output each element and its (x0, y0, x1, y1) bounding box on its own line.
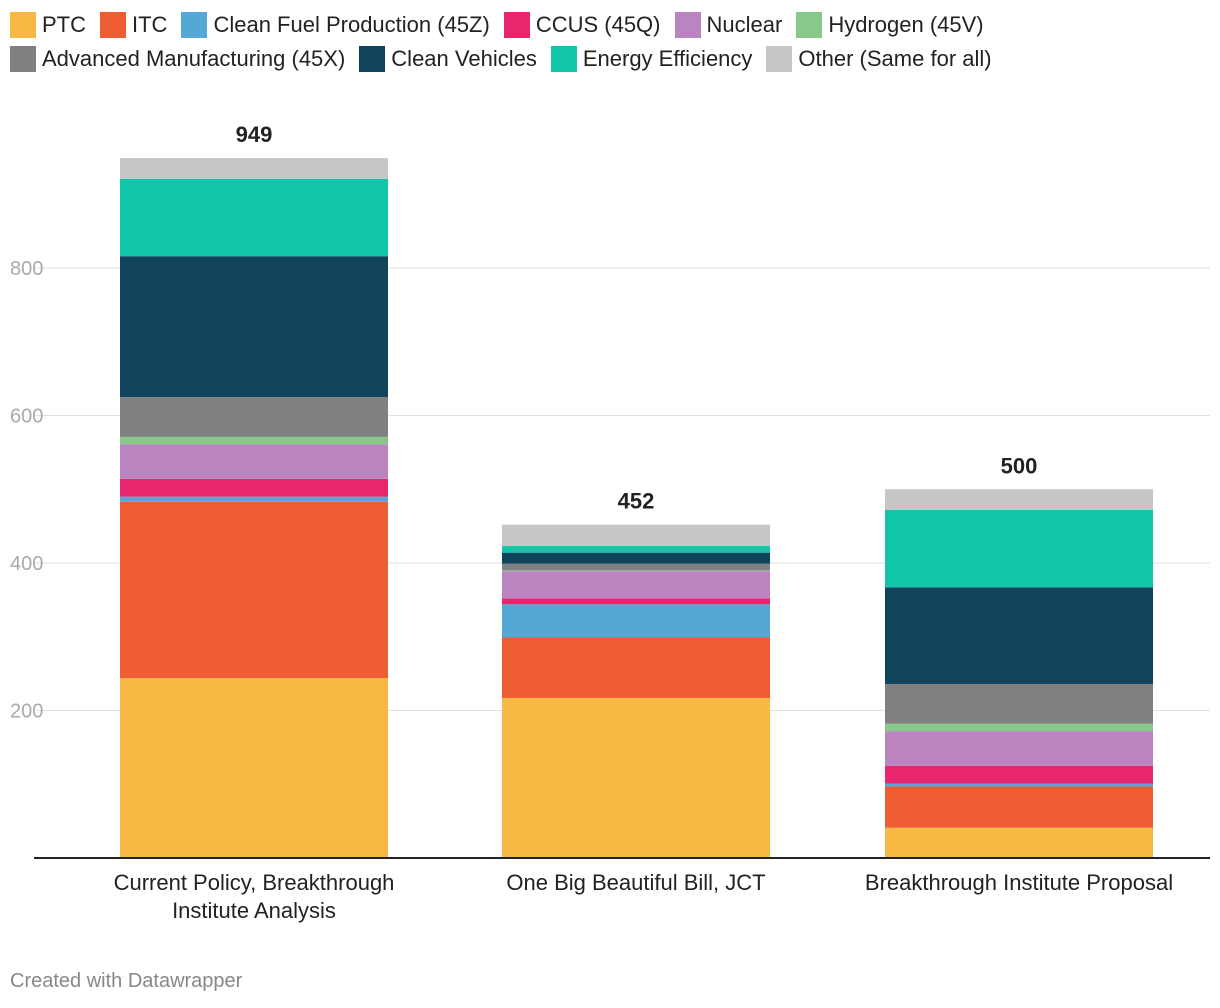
y-tick-label: 400 (10, 553, 43, 575)
bar-segment-energy-efficiency (502, 546, 770, 553)
legend-item-other-same-for-all: Other (Same for all) (766, 46, 992, 72)
bar-segment-nuclear (120, 444, 388, 479)
legend-label: Other (Same for all) (798, 46, 992, 71)
bar-segment-advanced-manufacturing-45x (120, 397, 388, 437)
legend-label: Clean Fuel Production (45Z) (213, 12, 490, 37)
bar-segment-itc (502, 637, 770, 698)
bar-segment-other-same-for-all (120, 158, 388, 179)
bar-segment-advanced-manufacturing-45x (885, 683, 1153, 724)
bar-segment-energy-efficiency (885, 509, 1153, 588)
x-category-label: Institute Analysis (172, 898, 336, 923)
legend-item-energy-efficiency: Energy Efficiency (550, 46, 753, 72)
x-category-label: Current Policy, Breakthrough (114, 870, 395, 895)
legend-label: ITC (132, 12, 168, 37)
legend-swatch (359, 46, 386, 72)
bar-segment-clean-vehicles (885, 587, 1153, 684)
bar-segment-advanced-manufacturing-45x (502, 563, 770, 571)
legend-label: Energy Efficiency (582, 46, 753, 71)
chart-legend: PTC ITC Clean Fuel Production (45Z) CCUS (4… (10, 12, 1210, 72)
bar-segment-ccus-45q (502, 598, 770, 605)
legend-swatch (674, 12, 701, 38)
y-tick-label: 800 (10, 258, 43, 280)
bar-total-label: 500 (1001, 453, 1038, 478)
legend-item-advanced-manufacturing-45x: Advanced Manufacturing (45X) (10, 46, 345, 72)
bar-segment-nuclear (502, 571, 770, 599)
bar-segment-ptc (885, 827, 1153, 858)
bar-segment-clean-fuel-production-45z (885, 783, 1153, 787)
legend-swatch (10, 46, 36, 72)
bar-segment-other-same-for-all (885, 489, 1153, 510)
bar-segment-clean-fuel-production-45z (120, 496, 388, 502)
legend-swatch (100, 12, 126, 38)
legend-label: Clean Vehicles (391, 46, 537, 71)
bar-segment-other-same-for-all (502, 524, 770, 547)
x-category-label: Breakthrough Institute Proposal (865, 870, 1173, 895)
legend-swatch (181, 12, 208, 38)
legend-swatch (503, 12, 530, 38)
bar-segment-ptc (502, 697, 770, 858)
bar-segment-itc (885, 786, 1153, 828)
bar-segment-clean-vehicles (502, 552, 770, 564)
legend-item-clean-vehicles: Clean Vehicles (359, 46, 537, 72)
x-category-label: One Big Beautiful Bill, JCT (506, 870, 765, 895)
legend-label: CCUS (45Q) (535, 12, 661, 37)
legend-swatch (796, 12, 823, 38)
legend-item-nuclear: Nuclear (674, 12, 783, 38)
bar-segment-clean-vehicles (120, 256, 388, 398)
legend-item-ccus-45q: CCUS (45Q) (503, 12, 661, 38)
legend-swatch (766, 46, 793, 72)
legend-item-itc: ITC (100, 12, 167, 38)
bar-segment-nuclear (885, 731, 1153, 766)
legend-label: PTC (42, 12, 86, 37)
legend-swatch (550, 46, 577, 72)
legend-label: Hydrogen (45V) (828, 12, 984, 37)
bar-segment-hydrogen-45v (502, 570, 770, 572)
bar-total-label: 452 (618, 489, 655, 514)
bar-segment-itc (120, 501, 388, 679)
legend-label: Nuclear (706, 12, 783, 37)
legend-item-clean-fuel-production-45z: Clean Fuel Production (45Z) (181, 12, 490, 38)
bar-segment-ccus-45q (120, 478, 388, 497)
datawrapper-credit[interactable]: Created with Datawrapper (10, 970, 243, 992)
y-tick-label: 200 (10, 701, 43, 723)
bar-segment-hydrogen-45v (885, 723, 1153, 732)
bar-segment-clean-fuel-production-45z (502, 604, 770, 638)
bar-total-label: 949 (236, 122, 273, 147)
bar-segment-hydrogen-45v (120, 436, 388, 445)
legend-item-hydrogen-45v: Hydrogen (45V) (796, 12, 984, 38)
y-tick-label: 600 (10, 406, 43, 428)
legend-item-ptc: PTC (10, 12, 86, 38)
bar-segment-ptc (120, 678, 388, 858)
legend-label: Advanced Manufacturing (45X) (42, 46, 346, 71)
bar-segment-ccus-45q (885, 765, 1153, 784)
legend-swatch (10, 12, 36, 38)
bar-segment-energy-efficiency (120, 178, 388, 257)
